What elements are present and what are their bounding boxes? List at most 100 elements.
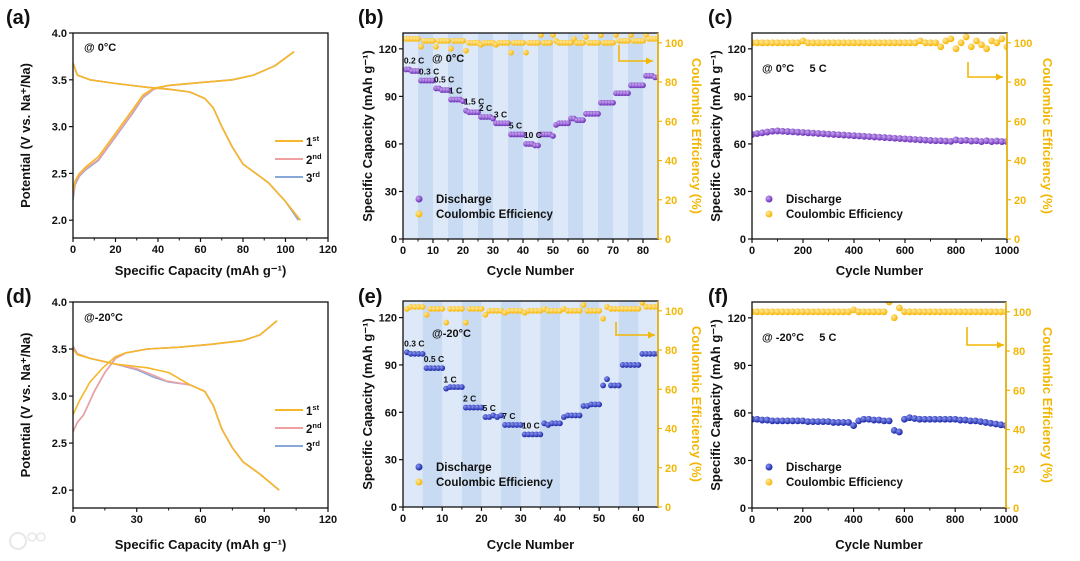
ce-point [769, 39, 776, 47]
discharge-point [998, 138, 1006, 145]
legend-marker-ce [765, 478, 773, 486]
x-tick-label: 120 [319, 514, 337, 526]
discharge-point [911, 415, 918, 422]
discharge-point [825, 130, 832, 138]
ce-point [804, 39, 812, 47]
rate-band [422, 301, 443, 507]
y-tick-label: 4.0 [52, 297, 67, 309]
y-tick-label: 2.0 [52, 215, 67, 227]
discharge-point [926, 415, 934, 423]
discharge-point [595, 110, 601, 117]
y-right-tick-label: 20 [665, 195, 677, 207]
watermark-logo [9, 532, 46, 550]
rate-band [418, 33, 433, 239]
ce-point [753, 308, 761, 316]
y-right-tick-label: 40 [1014, 156, 1026, 168]
discharge-point [774, 127, 781, 135]
ce-point [547, 39, 553, 46]
x-tick-label: 1000 [994, 514, 1018, 526]
ce-point [794, 308, 802, 316]
legend-label-2nd: 2nd [306, 152, 322, 167]
discharge-point [809, 129, 817, 137]
ce-point [482, 311, 489, 318]
x-axis-title: Cycle Number [835, 537, 922, 552]
ce-point [789, 39, 797, 47]
y-tick-label: 0 [391, 502, 397, 514]
ce-point [460, 37, 466, 44]
legend-superscript: st [312, 403, 319, 412]
ce-point [538, 33, 544, 38]
ce-point [901, 39, 909, 47]
ce-point [598, 33, 604, 38]
y-tick-label: 30 [734, 186, 746, 198]
ce-point [911, 308, 918, 316]
ce-point [876, 39, 883, 47]
discharge-point [610, 99, 616, 106]
ce-point [860, 308, 868, 316]
ce-point [610, 39, 616, 46]
ce-point [820, 39, 827, 47]
rate-label: 10 C [524, 130, 542, 140]
y-tick-label: 60 [385, 407, 397, 419]
discharge-point [860, 132, 868, 140]
ce-point [875, 308, 883, 316]
discharge-point [916, 136, 924, 144]
discharge-point [475, 109, 481, 116]
ce-point [886, 39, 894, 47]
discharge-point [972, 417, 979, 425]
y-tick-label: 3.5 [52, 75, 67, 87]
ce-point [840, 308, 847, 316]
ce-point [936, 308, 944, 316]
plot-area [752, 302, 1006, 436]
ce-point [972, 308, 979, 316]
y-axis-right-title: Coulombic Efficiency (%) [689, 326, 704, 482]
ce-point [415, 35, 421, 42]
x-tick-label: 70 [607, 245, 619, 257]
y-right-tick-label: 60 [665, 384, 677, 396]
ce-point [860, 39, 868, 47]
discharge-point [769, 127, 776, 135]
legend-marker-ce [765, 210, 773, 218]
discharge-point [596, 401, 603, 408]
ce-point [580, 302, 587, 308]
x-tick-label: 80 [237, 244, 249, 256]
legend-superscript: nd [312, 421, 322, 430]
legend-superscript: rd [312, 170, 320, 179]
discharge-point [415, 68, 421, 74]
ce-point [927, 39, 934, 47]
legend-label-3rd: 3rd [306, 439, 320, 454]
ce-point [845, 39, 853, 47]
rate-label: 1.5 C [464, 97, 484, 107]
rate-label: 10 C [522, 420, 540, 430]
discharge-point [962, 136, 970, 144]
ce-point [423, 311, 430, 318]
y-tick-label: 120 [728, 313, 746, 325]
discharge-point [580, 117, 586, 124]
legend-marker-discharge [415, 195, 423, 203]
discharge-point [941, 415, 949, 423]
x-tick-label: 0 [749, 245, 755, 257]
ce-point [961, 308, 969, 316]
x-tick-label: 20 [457, 245, 469, 257]
legend-label-ce: Coulombic Efficiency [436, 209, 554, 221]
y-right-tick-label: 0 [665, 502, 671, 514]
ce-point [982, 308, 990, 316]
y-tick-label: 3.0 [52, 122, 67, 134]
discharge-point [753, 130, 761, 138]
x-tick-label: 0 [70, 244, 76, 256]
discharge-point [829, 419, 837, 426]
y-tick-label: 90 [385, 360, 397, 372]
y-axis-right-title: Coulombic Efficiency (%) [1040, 327, 1055, 483]
x-tick-label: 30 [131, 514, 143, 526]
ce-point [865, 39, 873, 47]
y-right-tick-label: 0 [1013, 503, 1019, 515]
plot-area [403, 33, 658, 149]
discharge-point [865, 133, 873, 141]
ce-point [988, 37, 996, 45]
discharge-point [758, 416, 766, 424]
rate-band [628, 33, 643, 239]
y-axis-title: Specific Capacity (mAh g⁻¹) [360, 50, 375, 222]
legend-marker-ce [415, 478, 423, 486]
y-right-tick-label: 0 [1014, 234, 1020, 246]
x-tick-label: 80 [637, 245, 649, 257]
